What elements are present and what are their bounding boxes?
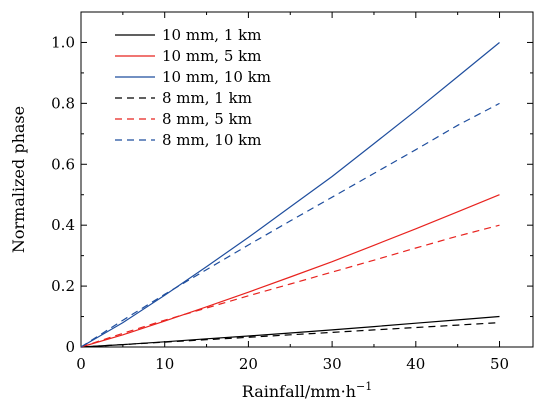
series-line — [80, 322, 500, 348]
y-tick-label: 0.2 — [51, 277, 75, 295]
y-tick-label: 0.6 — [51, 155, 75, 173]
x-tick-label: 0 — [76, 355, 86, 373]
x-axis-title-main: Rainfall/mm·h — [242, 382, 356, 401]
series-line — [80, 194, 500, 348]
legend-label: 8 mm, 10 km — [162, 131, 261, 149]
y-tick-label: 1.0 — [51, 33, 75, 51]
x-tick-label: 30 — [323, 355, 342, 373]
plot-frame — [80, 11, 534, 348]
legend: 10 mm, 1 km 10 mm, 5 km 10 mm, 10 km 8 mm, … — [115, 26, 271, 149]
axes: 0 10 20 30 40 50 0 0.2 0.4 0.6 0.8 1.0 — [51, 11, 534, 373]
x-axis-title-superscript: −1 — [356, 380, 372, 393]
legend-label: 10 mm, 10 km — [162, 68, 271, 86]
y-axis-title: Normalized phase — [9, 106, 28, 253]
x-tick-label: 50 — [490, 355, 509, 373]
y-tick-label: 0.4 — [51, 216, 75, 234]
legend-label: 10 mm, 5 km — [162, 47, 261, 65]
legend-label: 8 mm, 1 km — [162, 89, 252, 107]
series-line — [80, 42, 500, 348]
legend-label: 10 mm, 1 km — [162, 26, 261, 44]
y-tick-label: 0.8 — [51, 94, 75, 112]
x-tick-label: 20 — [239, 355, 258, 373]
series-line — [80, 224, 500, 348]
x-tick-label: 40 — [406, 355, 425, 373]
x-tick-label: 10 — [155, 355, 174, 373]
series-line — [80, 102, 500, 348]
series-line — [80, 315, 500, 348]
y-tick-label: 0 — [65, 338, 75, 356]
x-axis-title: Rainfall/mm·h−1 — [242, 380, 372, 401]
series-lines — [80, 42, 500, 348]
legend-label: 8 mm, 5 km — [162, 110, 252, 128]
